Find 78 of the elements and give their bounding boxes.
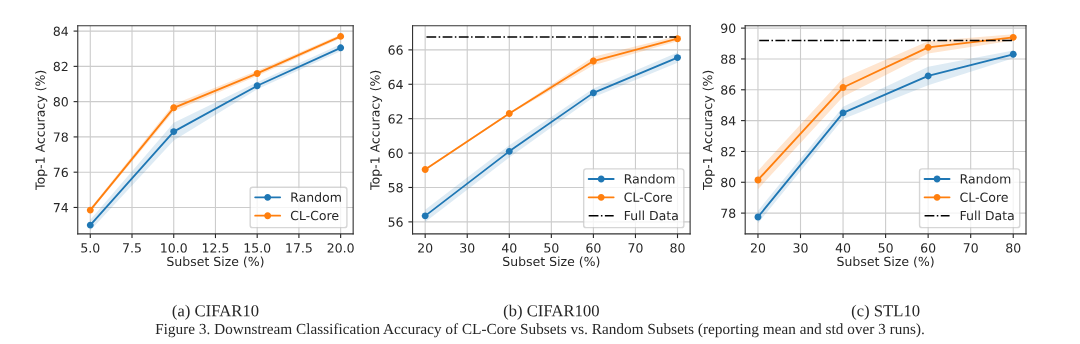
y-tick-label: 58 [388, 182, 403, 193]
x-tick-label: 70 [628, 243, 643, 253]
point [674, 54, 681, 62]
x-tick-label: 60 [586, 243, 601, 253]
point [253, 69, 261, 77]
y-tick-label: 60 [388, 148, 403, 159]
y-axis-title: Top-1 Accuracy (%) [369, 70, 383, 190]
y-tick-label: 86 [721, 85, 736, 95]
point [170, 128, 178, 136]
legend-label: CL-Core [960, 192, 1008, 202]
x-tick-label: 70 [963, 243, 978, 253]
y-tick-label: 76 [53, 167, 68, 178]
x-tick-label: 30 [793, 243, 808, 253]
x-tick-label: 20 [418, 243, 433, 253]
x-tick-label: 40 [501, 243, 517, 253]
x-tick-label: 50 [544, 243, 559, 253]
y-tick-label: 56 [388, 217, 403, 227]
point [839, 83, 847, 91]
x-tick-label: 20.0 [327, 243, 354, 253]
point [337, 32, 345, 40]
point [170, 104, 178, 112]
point [924, 72, 932, 80]
legend-label: Full Data [960, 210, 1014, 221]
y-tick-label: 88 [721, 54, 736, 64]
y-tick-label: 84 [721, 116, 736, 126]
point [1009, 33, 1017, 41]
text: (b) CIFAR100 [503, 304, 599, 320]
x-tick-label: 10.0 [161, 243, 187, 253]
legend-label: CL-Core [624, 192, 672, 202]
y-axis-title: Top-1 Accuracy (%) [35, 70, 48, 190]
y-tick-label: 82 [53, 61, 68, 72]
x-tick-label: 60 [921, 243, 936, 253]
point [337, 44, 345, 52]
point [505, 147, 513, 155]
point [86, 206, 94, 214]
y-tick-label: 80 [721, 177, 736, 188]
legend-label: Random [624, 173, 675, 184]
point [253, 82, 261, 90]
legend-label: Random [291, 192, 341, 202]
y-tick-label: 78 [53, 132, 68, 142]
x-tick-label: 7.5 [123, 243, 141, 253]
caption: Figure 3. Downstream Classification Accuracy of CL-Core Subsets vs. Random Subsets (reporting mean and std over 3 runs). [155, 323, 924, 338]
x-tick-label: 80 [1006, 243, 1021, 253]
y-tick-label: 90 [721, 23, 736, 34]
point [421, 165, 429, 173]
y-axis-title: Top-1 Accuracy (%) [702, 70, 715, 190]
y-tick-label: 80 [53, 97, 68, 107]
y-tick-label: 78 [721, 208, 736, 219]
y-tick-label: 74 [53, 203, 69, 213]
text: (c) STL10 [851, 304, 920, 320]
x-tick-label: 12.5 [202, 243, 229, 253]
y-tick-label: 84 [53, 26, 69, 37]
text: (a) CIFAR10 [172, 304, 259, 320]
legend-label: CL-Core [290, 210, 339, 221]
y-tick-label: 62 [388, 114, 403, 124]
legend-label: Full Data [624, 210, 678, 221]
x-tick-label: 5.0 [81, 243, 100, 253]
y-tick-label: 66 [388, 45, 403, 55]
x-tick-label: 30 [460, 243, 475, 253]
x-tick-label: 17.5 [286, 243, 312, 253]
point [924, 43, 932, 51]
point [1009, 50, 1017, 58]
y-tick-label: 82 [721, 146, 735, 157]
legend-label: Random [960, 173, 1011, 184]
point [421, 212, 429, 220]
x-tick-label: 80 [670, 243, 685, 253]
x-axis-title: Subset Size (%) [837, 256, 934, 268]
point [589, 89, 597, 97]
x-tick-label: 15.0 [244, 243, 271, 253]
x-axis-title: Subset Size (%) [503, 256, 600, 268]
x-axis-title: Subset Size (%) [167, 256, 264, 268]
x-tick-label: 50 [878, 243, 893, 253]
point [505, 110, 513, 117]
y-tick-label: 64 [388, 79, 403, 90]
x-tick-label: 20 [750, 243, 766, 253]
point [589, 57, 597, 65]
x-tick-label: 40 [835, 243, 851, 253]
point [86, 221, 94, 229]
